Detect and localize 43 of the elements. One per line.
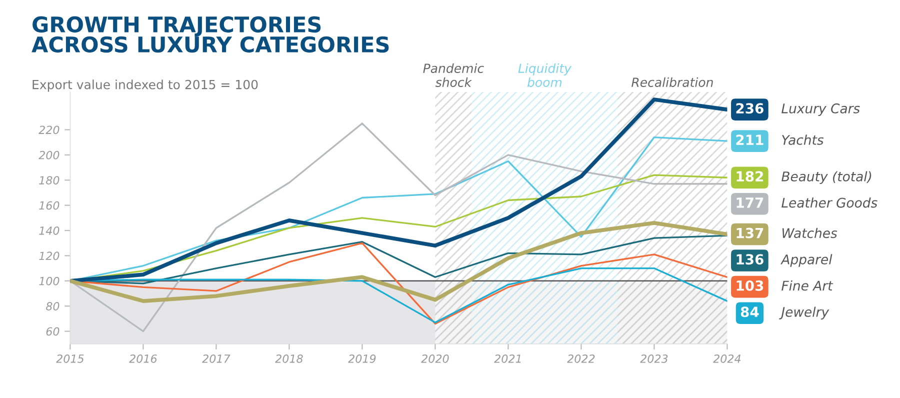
band-label: Pandemic shock xyxy=(423,63,484,87)
x-tick-label: 2016 xyxy=(129,354,157,363)
x-tick-label: 2018 xyxy=(275,354,303,363)
line-series xyxy=(70,122,728,332)
legend-label: Yachts xyxy=(782,134,824,145)
y-tick-label: 140 xyxy=(39,226,60,235)
y-tick-label: 100 xyxy=(39,276,60,286)
legend-label: Leather Goods xyxy=(782,197,878,208)
data-label: 177 xyxy=(736,198,764,208)
x-tick-label: 2022 xyxy=(567,354,595,363)
legend-label: Luxury Cars xyxy=(782,103,860,116)
line-series xyxy=(70,98,728,283)
legend-label: Fine Art xyxy=(782,280,834,291)
x-tick-label: 2019 xyxy=(348,354,376,363)
y-tick-label: 120 xyxy=(39,252,60,260)
y-tick-label: 180 xyxy=(39,176,60,184)
x-tick-label: 2021 xyxy=(494,354,521,363)
data-label: 137 xyxy=(736,228,764,238)
x-tick-label: 2017 xyxy=(202,354,230,363)
y-tick-label: 60 xyxy=(46,327,60,336)
legend-label: Apparel xyxy=(780,254,832,267)
data-label: 84 xyxy=(740,306,759,318)
chart-subtitle: Export value indexed to 2015 = 100 xyxy=(32,80,258,92)
data-label: 182 xyxy=(736,171,763,182)
y-tick-label: 200 xyxy=(38,150,60,160)
x-tick-label: 2020 xyxy=(421,354,449,363)
data-label: 103 xyxy=(736,280,764,291)
x-tick-label: 2015 xyxy=(56,354,84,363)
band-label: Recalibration xyxy=(632,77,713,87)
y-tick-label: 160 xyxy=(39,201,60,210)
legend-label: Beauty (total) xyxy=(782,171,872,184)
data-label: 136 xyxy=(736,254,764,265)
data-label: 236 xyxy=(736,103,764,114)
x-tick-label: 2024 xyxy=(713,354,741,363)
y-tick-label: 80 xyxy=(46,302,60,310)
x-tick-label: 2023 xyxy=(640,354,668,363)
data-label: 211 xyxy=(736,134,764,145)
y-tick-label: 220 xyxy=(38,126,60,134)
chart-title: GROWTH TRAJECTORIES ACROSS LUXURY CATEGORIES xyxy=(32,16,389,53)
band-label: Liquidity boom xyxy=(518,63,572,87)
legend-label: Jewelry xyxy=(779,306,830,320)
line-series xyxy=(70,221,728,303)
legend-label: Watches xyxy=(782,228,838,238)
